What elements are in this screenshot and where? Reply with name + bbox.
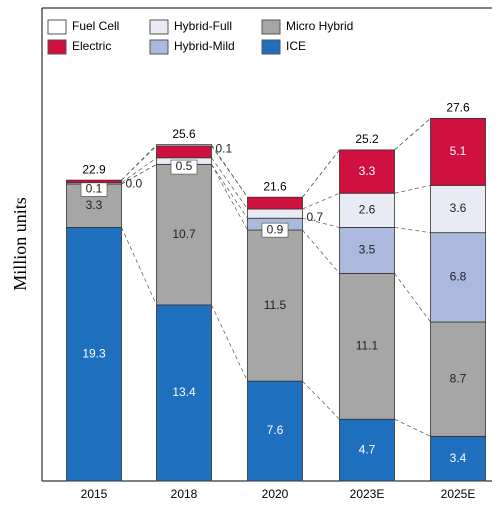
legend-swatch <box>47 19 67 35</box>
legend-swatch <box>149 39 169 55</box>
value-label: 3.3 <box>359 164 376 178</box>
connector <box>394 185 431 194</box>
value-label: 3.3 <box>86 198 103 212</box>
bar-segment <box>430 117 486 186</box>
connector <box>121 144 157 181</box>
value-label: 0.1 <box>86 182 103 196</box>
bar-segment <box>430 232 486 323</box>
bar-segment <box>156 144 212 147</box>
value-label: 3.5 <box>359 243 376 257</box>
bar-segment <box>430 184 486 234</box>
value-label: 5.1 <box>450 144 467 158</box>
x-tick-label: 2023E <box>350 487 385 501</box>
connector <box>211 157 248 210</box>
total-label: 25.2 <box>355 132 379 146</box>
legend-label: Hybrid-Full <box>174 19 232 33</box>
value-label: 13.4 <box>172 385 196 399</box>
connector <box>394 227 431 234</box>
bar-segment <box>66 227 122 482</box>
bar-segment <box>247 380 303 482</box>
value-label: 2.6 <box>359 203 376 217</box>
legend-swatch <box>261 39 281 55</box>
total-label: 25.6 <box>172 127 196 141</box>
connector <box>302 217 340 228</box>
value-label-box <box>261 222 289 238</box>
total-label: 27.6 <box>446 101 470 115</box>
value-label: 0.7 <box>307 210 324 224</box>
value-label: 7.6 <box>267 423 284 437</box>
legend-label: Electric <box>72 39 111 53</box>
x-tick-label: 2020 <box>262 487 289 501</box>
x-tick-label: 2015 <box>81 487 108 501</box>
bar-segment <box>66 179 122 184</box>
connector <box>211 164 248 231</box>
connector <box>394 118 431 151</box>
bar-segment <box>339 149 395 194</box>
value-label: 6.8 <box>450 270 467 284</box>
connector <box>394 418 431 437</box>
value-label: 11.1 <box>356 338 379 352</box>
bar-segment <box>339 418 395 482</box>
total-label: 22.9 <box>82 162 106 176</box>
legend-swatch <box>261 19 281 35</box>
value-label: 4.7 <box>359 442 376 456</box>
connector <box>211 164 248 219</box>
connector <box>302 149 340 198</box>
total-label: 21.6 <box>263 179 287 193</box>
connector <box>302 229 340 274</box>
legend-label: Fuel Cell <box>72 19 119 33</box>
value-label-box <box>170 159 198 175</box>
x-tick-label: 2018 <box>171 487 198 501</box>
connector <box>121 227 157 306</box>
legend-label: ICE <box>286 39 306 53</box>
value-label: 3.6 <box>450 201 467 215</box>
y-axis-label: Million units <box>10 197 30 291</box>
connector <box>211 144 248 198</box>
bar-segment <box>156 145 212 159</box>
connector <box>121 157 157 184</box>
value-label: 0.1 <box>216 141 233 155</box>
legend-label: Hybrid-Mild <box>174 39 235 53</box>
legend-swatch <box>47 39 67 55</box>
bar-segment <box>339 273 395 420</box>
connector <box>302 380 340 420</box>
value-label: 19.3 <box>82 346 106 360</box>
legend-label: Micro Hybrid <box>286 19 353 33</box>
x-tick-label: 2025E <box>441 487 476 501</box>
bar-segment <box>247 208 303 219</box>
value-label: 0.9 <box>267 222 284 236</box>
value-label: 8.7 <box>450 371 467 385</box>
value-label: 11.5 <box>264 298 287 312</box>
value-label: 0.5 <box>176 159 193 173</box>
bar-segment <box>339 192 395 228</box>
value-label: 10.7 <box>172 227 196 241</box>
connector <box>211 304 248 382</box>
bar-segment <box>247 229 303 382</box>
legend-swatch <box>149 19 169 35</box>
bar-segment <box>247 196 303 210</box>
bar-segment <box>339 227 395 274</box>
value-label: 3.4 <box>450 451 467 465</box>
connector <box>211 145 248 198</box>
connector <box>302 192 340 210</box>
connector <box>394 273 431 323</box>
